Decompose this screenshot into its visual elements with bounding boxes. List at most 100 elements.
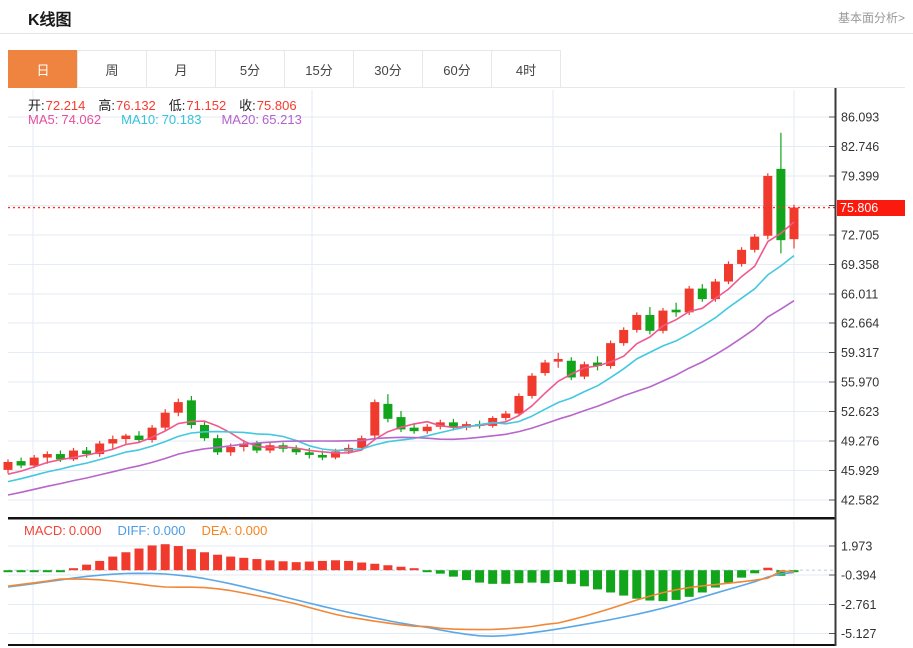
- macd-hist-bar[interactable]: [160, 544, 170, 571]
- fundamental-analysis-link[interactable]: 基本面分析>: [837, 11, 905, 25]
- macd-hist-bar[interactable]: [278, 561, 288, 571]
- macd-hist-bar[interactable]: [566, 570, 576, 584]
- macd-hist-bar[interactable]: [409, 568, 419, 571]
- candle-body[interactable]: [776, 168, 786, 241]
- macd-hist-bar[interactable]: [304, 561, 314, 571]
- tab-60min[interactable]: 60分: [422, 50, 492, 88]
- macd-hist-bar[interactable]: [357, 562, 367, 571]
- candle-body[interactable]: [579, 364, 589, 377]
- macd-hist-bar[interactable]: [3, 570, 13, 573]
- macd-hist-bar[interactable]: [606, 570, 616, 593]
- macd-hist-bar[interactable]: [55, 570, 65, 573]
- macd-hist-bar[interactable]: [697, 570, 707, 593]
- macd-hist-bar[interactable]: [108, 556, 118, 571]
- candle-body[interactable]: [160, 412, 170, 428]
- macd-hist-bar[interactable]: [645, 570, 655, 601]
- candle-body[interactable]: [186, 400, 196, 426]
- candle-body[interactable]: [370, 402, 380, 436]
- candle-body[interactable]: [95, 443, 105, 455]
- candle-body[interactable]: [684, 288, 694, 313]
- candle-body[interactable]: [226, 447, 236, 453]
- candle-body[interactable]: [331, 451, 340, 458]
- macd-hist-bar[interactable]: [684, 570, 694, 597]
- macd-hist-bar[interactable]: [593, 570, 602, 590]
- macd-hist-bar[interactable]: [619, 570, 629, 596]
- macd-hist-bar[interactable]: [737, 570, 747, 578]
- candle-body[interactable]: [134, 435, 144, 440]
- macd-hist-bar[interactable]: [134, 548, 144, 571]
- macd-hist-bar[interactable]: [540, 570, 550, 584]
- macd-hist-bar[interactable]: [252, 559, 262, 571]
- macd-hist-bar[interactable]: [95, 560, 105, 571]
- macd-hist-bar[interactable]: [435, 570, 445, 574]
- macd-hist-bar[interactable]: [579, 570, 589, 587]
- candle-body[interactable]: [553, 358, 563, 362]
- candle-body[interactable]: [619, 329, 629, 344]
- candle-body[interactable]: [540, 362, 550, 374]
- macd-hist-bar[interactable]: [527, 570, 537, 583]
- macd-hist-bar[interactable]: [121, 552, 131, 571]
- macd-hist-bar[interactable]: [265, 560, 275, 571]
- candle-body[interactable]: [645, 314, 655, 331]
- candle-body[interactable]: [304, 452, 314, 455]
- candle-body[interactable]: [724, 263, 733, 282]
- tab-week[interactable]: 周: [77, 50, 147, 88]
- macd-hist-bar[interactable]: [514, 570, 524, 584]
- candle-body[interactable]: [357, 438, 367, 448]
- candle-body[interactable]: [42, 454, 52, 458]
- candle-body[interactable]: [514, 395, 524, 414]
- tab-4hour[interactable]: 4时: [491, 50, 561, 88]
- macd-hist-bar[interactable]: [671, 570, 681, 600]
- candle-body[interactable]: [239, 443, 249, 448]
- tab-5min[interactable]: 5分: [215, 50, 285, 88]
- candle-body[interactable]: [3, 461, 13, 470]
- macd-hist-bar[interactable]: [331, 560, 340, 571]
- tab-day[interactable]: 日: [8, 50, 78, 88]
- macd-hist-bar[interactable]: [422, 570, 432, 573]
- tab-15min[interactable]: 15分: [284, 50, 354, 88]
- macd-hist-bar[interactable]: [383, 565, 393, 571]
- macd-hist-bar[interactable]: [632, 570, 642, 599]
- candle-body[interactable]: [396, 417, 406, 430]
- candle-body[interactable]: [213, 438, 223, 453]
- tab-month[interactable]: 月: [146, 50, 216, 88]
- macd-hist-bar[interactable]: [370, 563, 380, 571]
- tab-30min[interactable]: 30分: [353, 50, 423, 88]
- macd-hist-bar[interactable]: [462, 570, 471, 581]
- macd-hist-bar[interactable]: [396, 566, 406, 571]
- candle-body[interactable]: [29, 457, 39, 466]
- macd-hist-bar[interactable]: [291, 562, 301, 571]
- macd-hist-bar[interactable]: [200, 552, 209, 571]
- candle-body[interactable]: [16, 461, 26, 466]
- candle-body[interactable]: [69, 450, 78, 460]
- candle-body[interactable]: [409, 427, 419, 432]
- macd-hist-bar[interactable]: [763, 567, 773, 571]
- candle-body[interactable]: [593, 362, 602, 367]
- macd-hist-bar[interactable]: [710, 570, 720, 588]
- macd-hist-bar[interactable]: [724, 570, 733, 583]
- candle-body[interactable]: [671, 309, 681, 313]
- macd-hist-bar[interactable]: [226, 556, 236, 571]
- macd-hist-bar[interactable]: [488, 570, 498, 584]
- macd-hist-bar[interactable]: [16, 570, 26, 573]
- candle-body[interactable]: [448, 422, 458, 428]
- macd-hist-bar[interactable]: [213, 554, 223, 571]
- macd-hist-bar[interactable]: [239, 557, 249, 571]
- candle-body[interactable]: [789, 207, 799, 240]
- macd-hist-bar[interactable]: [69, 568, 78, 571]
- candle-body[interactable]: [55, 454, 65, 460]
- candle-body[interactable]: [566, 360, 576, 378]
- candle-body[interactable]: [527, 375, 537, 396]
- candle-body[interactable]: [291, 448, 301, 453]
- macd-hist-bar[interactable]: [147, 545, 157, 571]
- macd-hist-bar[interactable]: [186, 549, 196, 571]
- candle-body[interactable]: [108, 439, 118, 444]
- macd-hist-bar[interactable]: [475, 570, 485, 583]
- candle-body[interactable]: [632, 314, 642, 330]
- candle-body[interactable]: [147, 427, 157, 440]
- macd-hist-bar[interactable]: [658, 570, 668, 602]
- macd-hist-bar[interactable]: [29, 570, 39, 573]
- candle-body[interactable]: [501, 413, 511, 418]
- macd-hist-bar[interactable]: [82, 564, 92, 571]
